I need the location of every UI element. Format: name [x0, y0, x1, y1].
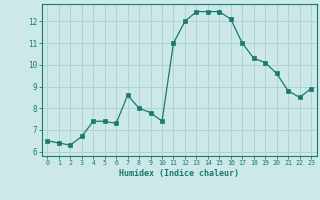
- X-axis label: Humidex (Indice chaleur): Humidex (Indice chaleur): [119, 169, 239, 178]
